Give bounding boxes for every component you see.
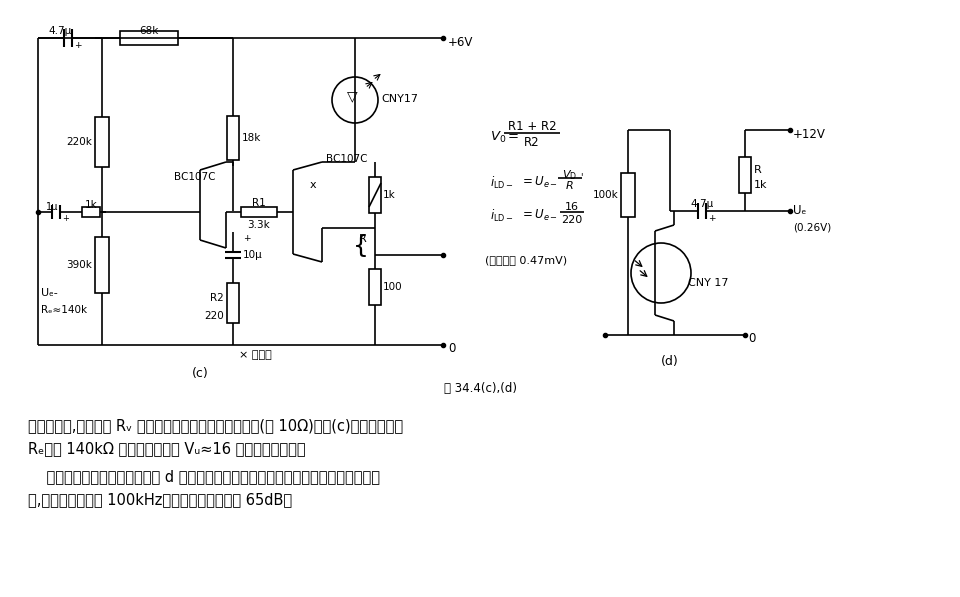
Text: R2: R2 [524,136,540,149]
Text: 3.3k: 3.3k [248,220,271,230]
Text: $i_{\rm LD-}$: $i_{\rm LD-}$ [490,175,514,191]
Bar [95,117,109,167]
Text: 1μ: 1μ [46,202,59,212]
Text: CNY 17: CNY 17 [688,278,729,288]
Text: 1k: 1k [84,200,97,210]
Bar [369,177,381,213]
Bar [621,173,635,217]
Text: × 散热器: × 散热器 [239,350,272,360]
Text: ▽: ▽ [347,89,357,103]
Bar [95,237,109,293]
Text: Uₑ: Uₑ [793,205,806,217]
Text: 图 34.4(c),(d): 图 34.4(c),(d) [444,382,516,395]
Text: (d): (d) [661,355,679,368]
Text: R: R [754,165,761,175]
Text: 16: 16 [565,202,579,212]
Text: $i_{\rm LD-}$: $i_{\rm LD-}$ [490,208,514,224]
Text: R: R [566,181,574,191]
Text: 68k: 68k [139,26,158,36]
Bar [227,116,239,160]
Text: 100: 100 [383,282,402,292]
Text: Rₑ高达 140kΩ 和电压放大倍数 Vᵤ≈16 的发射部分电路。: Rₑ高达 140kΩ 和电压放大倍数 Vᵤ≈16 的发射部分电路。 [28,441,305,456]
Bar [82,207,100,217]
Text: 220: 220 [562,215,583,225]
Text: 1k: 1k [754,180,767,190]
Text: 能小的畸变,应使电阻 Rᵥ 值远大于发光二极管的动态电阻(约 10Ω)。图(c)示出输入电阻: 能小的畸变,应使电阻 Rᵥ 值远大于发光二极管的动态电阻(约 10Ω)。图(c)… [28,418,403,433]
Bar [369,269,381,305]
Text: $= U_{e-}$: $= U_{e-}$ [520,175,558,190]
Text: 1k: 1k [383,190,396,200]
Text: 220k: 220k [66,137,92,147]
Text: 100k: 100k [593,190,619,200]
Text: (c): (c) [192,367,208,380]
Text: +: + [243,234,251,243]
Text: (0.26V): (0.26V) [793,223,831,233]
Text: $= U_{e-}$: $= U_{e-}$ [520,208,558,223]
Text: +: + [62,214,69,223]
Text: R1 + R2: R1 + R2 [508,120,556,133]
Text: BC107C: BC107C [174,172,215,182]
Text: 18k: 18k [242,133,261,143]
Text: 馈,可使极限频率达 100kHz。此时噪声电压约为 65dB。: 馈,可使极限频率达 100kHz。此时噪声电压约为 65dB。 [28,492,292,507]
Text: R: R [359,234,367,244]
Text: 10μ: 10μ [243,250,263,260]
Text: x: x [310,180,316,190]
Text: 390k: 390k [66,260,92,270]
Text: R2: R2 [210,293,224,303]
Bar [227,283,239,323]
Bar [241,207,277,217]
Text: +12V: +12V [793,128,826,140]
Text: 为传递较高频率信号可采用图 d 电路。从光敏晶体管集电极到基极引入交流电流负反: 为传递较高频率信号可采用图 d 电路。从光敏晶体管集电极到基极引入交流电流负反 [28,469,380,484]
Text: {: { [353,234,369,258]
Bar [739,157,751,193]
Text: $V_{\rm D}$: $V_{\rm D}$ [563,168,578,182]
Text: Rₑ≈140k: Rₑ≈140k [41,305,87,315]
Text: Uₑ-: Uₑ- [41,288,58,298]
Text: 0: 0 [748,333,756,346]
Text: R1: R1 [252,198,266,208]
Text: +: + [74,41,82,50]
Text: +: + [708,214,715,223]
Text: +6V: +6V [448,35,473,48]
Text: BC107C: BC107C [326,154,368,164]
Text: $V_{\rm 0}=$: $V_{\rm 0}=$ [490,130,519,145]
Text: ': ' [580,172,583,182]
Bar [120,31,178,45]
Text: 220: 220 [204,311,224,321]
Text: (噪声电压 0.47mV): (噪声电压 0.47mV) [485,255,567,265]
Text: 4.7μ: 4.7μ [690,199,713,209]
Text: 0: 0 [448,343,455,355]
Text: 4.7μ: 4.7μ [48,26,72,36]
Text: CNY17: CNY17 [381,94,418,104]
